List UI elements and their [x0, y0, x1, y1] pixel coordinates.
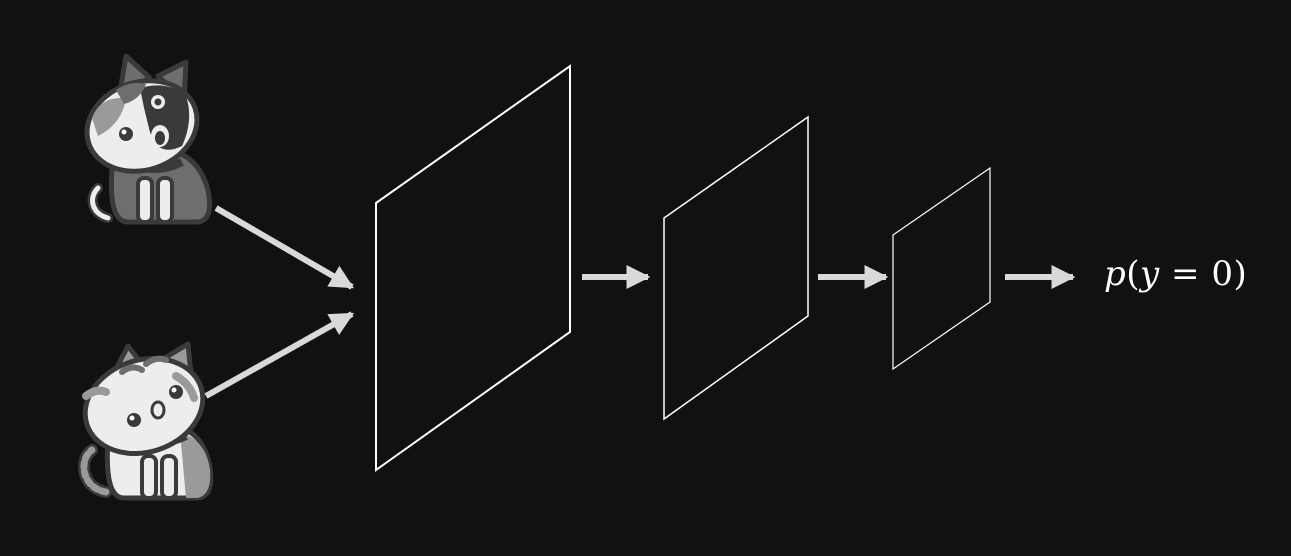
- layer-2: [663, 115, 809, 421]
- output-y: y: [1140, 254, 1160, 294]
- output-rest: = 0): [1159, 254, 1248, 294]
- input-arrow-top: [214, 205, 355, 290]
- cat-icon-bottom: [78, 341, 214, 501]
- cat-icon-top: [84, 53, 213, 225]
- output-p: p: [1104, 254, 1127, 294]
- layer-1: [375, 64, 571, 472]
- output-open-paren: (: [1126, 254, 1141, 294]
- output-probability-label: p(y = 0): [1104, 254, 1247, 294]
- layer-3: [892, 166, 991, 371]
- input-arrow-bottom: [204, 311, 355, 399]
